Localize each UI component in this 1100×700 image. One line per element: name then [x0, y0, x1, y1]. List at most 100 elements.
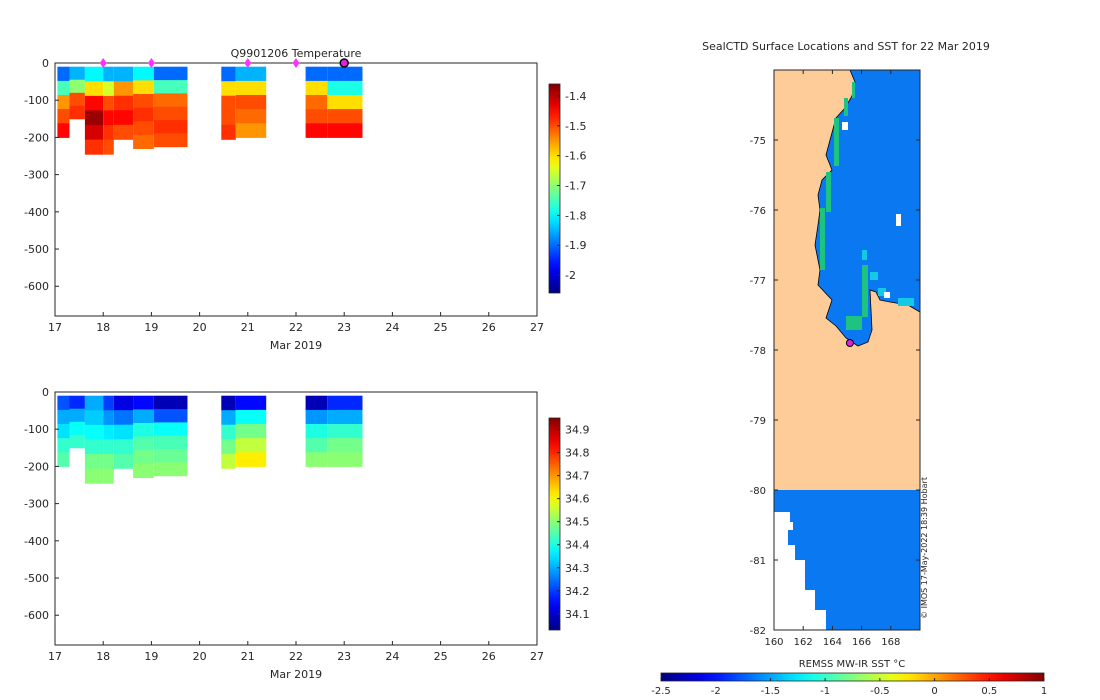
profile-10-cell: [327, 66, 363, 82]
colorbar-tick-label: 34.5: [565, 516, 590, 529]
x-tick-label: 17: [48, 321, 62, 334]
profile-5-cell: [133, 436, 154, 451]
salinity-colorbar-ticks: 34.9 34.8 34.7 34.6 34.5 34.4 34.3 34.2 34.1: [557, 424, 590, 621]
profile-1-cell: [69, 408, 85, 423]
temperature-profiles: [57, 66, 363, 155]
x-tick-label: 27: [530, 650, 544, 663]
profile-6-cell: [153, 66, 188, 81]
profile-7-cell: [221, 439, 236, 455]
profile-3-cell: [103, 424, 114, 440]
colorbar-tick-label: -1.4: [565, 90, 586, 103]
profile-4-cell: [113, 424, 134, 440]
sst-colorbar-label: REMSS MW-IR SST °C: [799, 659, 906, 670]
profile-3-cell: [103, 110, 114, 126]
profile-3-cell: [103, 410, 114, 426]
profile-10-cell: [327, 424, 363, 439]
colorbar-tick-label: 34.7: [565, 470, 590, 483]
salinity-xlabel: Mar 2019: [270, 668, 322, 681]
sst-colorbar-tick-label: 1: [1041, 686, 1047, 697]
profile-2-cell: [84, 81, 104, 97]
profile-8-cell: [235, 109, 267, 124]
profile-6-cell: [153, 93, 188, 108]
x-tick-label: 21: [241, 650, 255, 663]
profile-0-cell: [57, 438, 70, 453]
sst-colorbar: [660, 672, 1045, 682]
colorbar-tick-label: 34.2: [565, 585, 590, 598]
profile-4-cell: [113, 439, 134, 455]
y-tick-label: -500: [24, 572, 49, 585]
sst-colorbar-tick-label: 0: [931, 686, 937, 697]
profile-7-cell: [221, 453, 236, 469]
map-x-tick-label: 168: [881, 637, 900, 648]
profile-8-cell: [235, 424, 267, 439]
profile-0-cell: [57, 452, 70, 467]
x-tick-label: 20: [193, 650, 207, 663]
profile-6-cell: [153, 80, 188, 94]
profile-0-cell: [57, 109, 70, 124]
profile-2-cell: [84, 125, 104, 141]
profile-6-cell: [153, 462, 188, 477]
surface-marker: [244, 58, 252, 68]
y-tick-label: -100: [24, 423, 49, 436]
sst-colorbar-tick-label: -2: [711, 686, 721, 697]
profile-1-cell: [69, 66, 85, 81]
profile-5-cell: [133, 66, 154, 81]
profile-8-cell: [235, 395, 267, 411]
x-tick-label: 18: [96, 650, 110, 663]
profile-0-cell: [57, 95, 70, 110]
map-y-tick-label: -81: [750, 556, 766, 567]
profile-1-cell: [69, 79, 85, 94]
colorbar-tick-label: 34.1: [565, 608, 590, 621]
colorbar-tick-label: -1.6: [565, 150, 586, 163]
profile-10-cell: [327, 438, 363, 453]
profile-4-cell: [113, 95, 134, 111]
profile-8-cell: [235, 409, 267, 425]
map-y-tick-label: -77: [750, 276, 766, 287]
y-tick-label: -200: [24, 131, 49, 144]
temperature-colorbar-ticks: -1.4 -1.5 -1.6 -1.7 -1.8 -1.9 -2: [557, 90, 586, 282]
profile-10-cell: [327, 80, 363, 96]
profile-3-cell: [103, 454, 114, 470]
profile-9-cell: [305, 123, 328, 138]
profile-3-cell: [103, 468, 114, 484]
coastal-sst-cells: [820, 82, 868, 330]
profile-6-cell: [153, 409, 188, 423]
map-y-axis: -75 -76 -77 -78 -79 -80 -81 -82: [750, 136, 920, 637]
profile-0-cell: [57, 409, 70, 425]
map-y-tick-label: -79: [750, 416, 766, 427]
profile-3-cell: [103, 395, 114, 411]
map-x-tick-label: 160: [764, 637, 783, 648]
salinity-x-axis: 17 18 19 20 21 22 23 24 25 26 27: [48, 641, 544, 663]
sst-colorbar-tick-label: 0.5: [981, 686, 997, 697]
x-tick-label: 23: [337, 650, 351, 663]
surface-marker: [147, 58, 155, 68]
profile-2-cell: [84, 110, 104, 126]
profile-5-cell: [133, 121, 154, 136]
map-x-tick-label: 166: [852, 637, 871, 648]
x-tick-label: 25: [434, 650, 448, 663]
map-title: SealCTD Surface Locations and SST for 22…: [702, 40, 990, 53]
profile-10-cell: [327, 452, 363, 467]
no-data-pixels: [842, 122, 901, 298]
y-tick-label: -600: [24, 280, 49, 293]
profile-8-cell: [235, 438, 267, 453]
profile-8-cell: [235, 452, 267, 467]
salinity-profiles: [57, 395, 363, 484]
profile-5-cell: [133, 134, 154, 149]
map-x-axis: 160 162 164 166 168: [764, 70, 900, 648]
profile-9-cell: [305, 452, 328, 467]
y-tick-label: 0: [42, 386, 49, 399]
y-tick-label: -400: [24, 206, 49, 219]
x-tick-label: 19: [144, 321, 158, 334]
profile-5-cell: [133, 463, 154, 478]
colorbar-tick-label: -1.7: [565, 180, 586, 193]
profile-1-cell: [69, 395, 85, 410]
profile-9-cell: [305, 395, 328, 411]
profile-5-cell: [133, 107, 154, 122]
y-tick-label: 0: [42, 57, 49, 70]
coastal-cold-cells: [862, 250, 914, 306]
profile-2-cell: [84, 454, 104, 470]
x-tick-label: 17: [48, 650, 62, 663]
profile-8-cell: [235, 66, 267, 82]
